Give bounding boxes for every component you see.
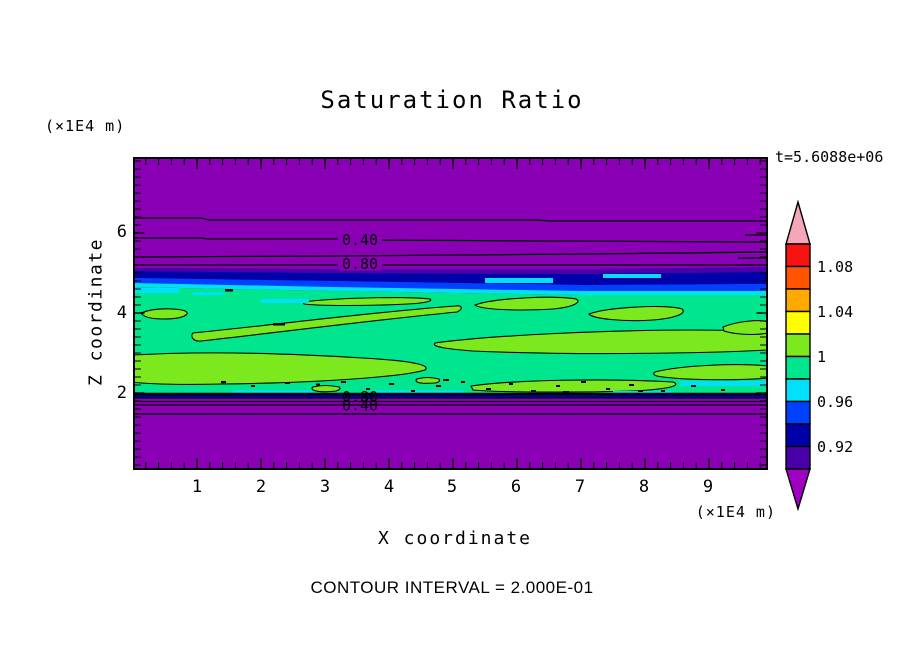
colorbar-label-0.92: 0.92	[817, 438, 853, 456]
x-tick-label-7: 7	[574, 477, 586, 497]
chart-title: Saturation Ratio	[320, 86, 584, 114]
colorbar-label-0.96: 0.96	[817, 393, 853, 411]
lower-transition-band	[133, 392, 768, 470]
y-axis-title: Z coordinate	[85, 237, 107, 387]
colorbar-over-arrow	[785, 199, 811, 245]
contour-interval-label: CONTOUR INTERVAL = 2.000E-01	[310, 578, 594, 597]
y-axis-unit-label: (×1E4 m)	[45, 117, 126, 135]
x-tick-label-4: 4	[383, 477, 395, 497]
colorbar: 1.08 1.04 1 0.96 0.92	[785, 199, 853, 512]
contour-plot-area: 0.40 0.80 0.80 0.40	[133, 157, 768, 470]
y-tick-label-6: 6	[116, 222, 127, 242]
contour-label-0.40-lower: 0.40	[342, 397, 378, 415]
y-tick-label-2: 2	[116, 383, 127, 403]
time-annotation: t=5.6088e+06	[775, 148, 884, 166]
x-tick-label-3: 3	[319, 477, 331, 497]
contour-label-0.80-lower: 0.80	[342, 388, 378, 406]
x-tick-label-9: 9	[702, 477, 714, 497]
colorbar-under-arrow	[785, 468, 811, 512]
x-tick-label-8: 8	[638, 477, 650, 497]
x-axis-title: X coordinate	[377, 528, 533, 549]
colorbar-cells	[785, 243, 811, 470]
plot-frame	[133, 157, 768, 470]
colorbar-label-1.08: 1.08	[817, 258, 853, 276]
x-tick-label-2: 2	[255, 477, 267, 497]
colorbar-label-1: 1	[817, 348, 826, 366]
x-axis-unit-label: (×1E4 m)	[695, 503, 776, 521]
chartreuse-contour-lenses	[133, 296, 768, 393]
x-tick-label-5: 5	[446, 477, 458, 497]
x-tick-label-1: 1	[191, 477, 203, 497]
x-tick-label-6: 6	[510, 477, 522, 497]
contour-line-labels: 0.40 0.80 0.80 0.40	[338, 231, 382, 415]
axis-tick-marks	[135, 159, 766, 468]
colorbar-labels: 1.08 1.04 1 0.96 0.92	[817, 258, 853, 456]
y-tick-label-4: 4	[116, 303, 127, 323]
colorbar-label-1.04: 1.04	[817, 303, 853, 321]
contour-label-0.80-upper: 0.80	[342, 255, 378, 273]
contour-label-0.40-upper: 0.40	[342, 231, 378, 249]
